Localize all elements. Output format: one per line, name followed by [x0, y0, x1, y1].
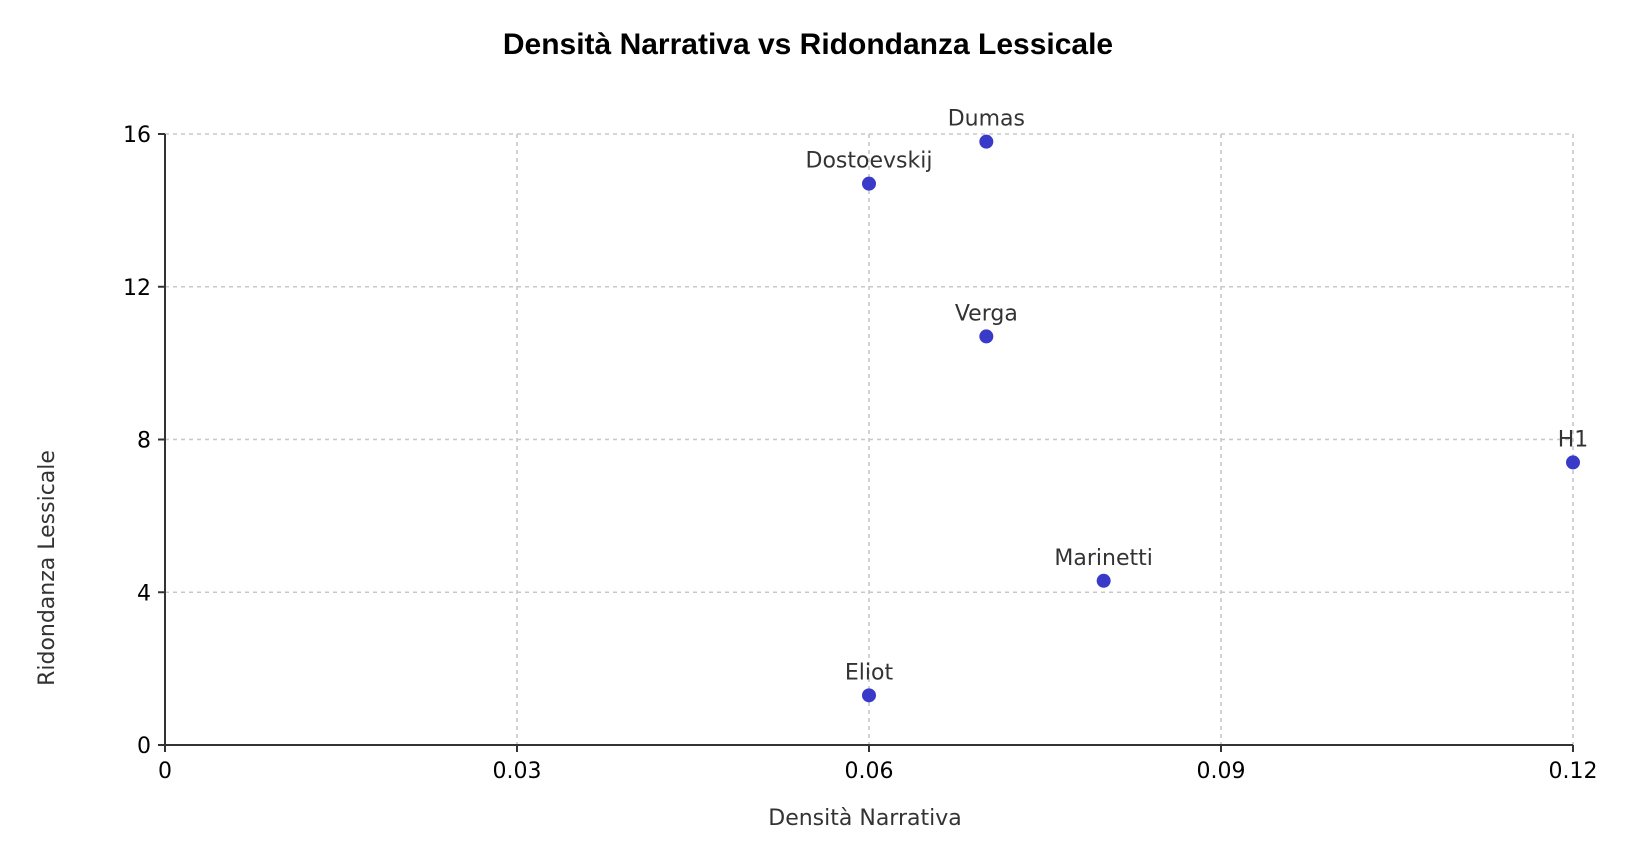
axes: [158, 133, 1574, 752]
x-tick-label: 0.03: [493, 759, 542, 784]
data-point: [979, 134, 994, 149]
point-label: Eliot: [845, 660, 894, 685]
y-tick-label: 0: [137, 734, 151, 759]
data-point: [1096, 573, 1111, 588]
tick-labels: 0 0.03 0.06 0.09 0.12 0 4 8 12 16: [123, 123, 1597, 784]
grid-lines: [165, 133, 1574, 745]
y-tick-label: 4: [137, 581, 151, 606]
data-point: [979, 329, 994, 344]
x-tick-label: 0.12: [1549, 759, 1598, 784]
data-point: [862, 688, 876, 703]
chart-title: Densità Narrativa vs Ridondanza Lessical…: [503, 28, 1113, 61]
y-tick-label: 16: [123, 123, 151, 148]
data-points: Dumas Dostoevskij Verga H1 Marinetti Eliot: [806, 107, 1589, 703]
x-axis-title: Densità Narrativa: [768, 806, 961, 831]
point-label: Verga: [955, 301, 1018, 326]
point-label: H1: [1558, 427, 1589, 452]
point-label: Dumas: [948, 107, 1025, 132]
y-tick-label: 12: [123, 276, 151, 301]
data-point: [1566, 455, 1580, 470]
y-axis-title: Ridondanza Lessicale: [35, 450, 60, 686]
y-tick-label: 8: [137, 429, 151, 454]
point-label: Marinetti: [1054, 546, 1152, 571]
x-tick-label: 0: [158, 759, 172, 784]
x-tick-label: 0.09: [1197, 759, 1246, 784]
x-tick-label: 0.06: [845, 759, 894, 784]
data-point: [862, 176, 876, 191]
point-label: Dostoevskij: [806, 149, 933, 174]
